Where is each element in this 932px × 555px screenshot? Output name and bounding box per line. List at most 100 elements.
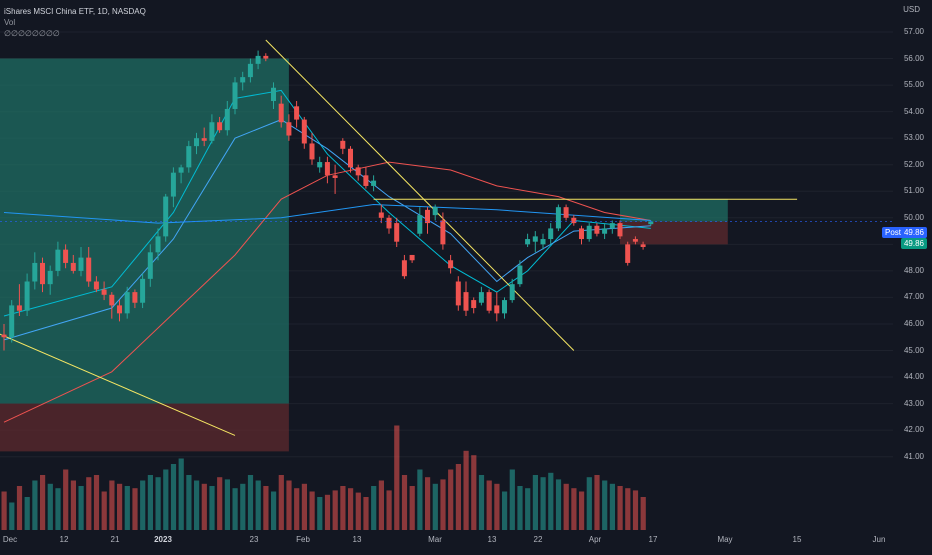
candle-body — [155, 236, 161, 253]
date-tick-label: 17 — [648, 535, 658, 544]
volume-bar — [448, 469, 454, 530]
volume-bar — [255, 480, 261, 530]
moving-average-long — [3, 203, 651, 224]
volume-bar — [9, 502, 15, 530]
candle-body — [455, 281, 461, 306]
candle-body — [425, 209, 430, 224]
volume-bar — [632, 490, 639, 530]
volume-bar — [332, 490, 338, 530]
volume-bar — [16, 486, 23, 530]
volume-bar — [109, 480, 115, 530]
candle-body — [117, 305, 122, 314]
volume-bar — [425, 477, 431, 530]
volume-bar — [24, 497, 30, 530]
volume-bar — [440, 479, 446, 530]
volume-bar — [232, 488, 238, 530]
volume-bar — [525, 488, 531, 530]
trendline — [0, 333, 236, 436]
candle-body — [55, 249, 61, 271]
volume-bar — [478, 475, 485, 530]
candle-body — [509, 284, 515, 301]
price-tick-label: 41.00 — [903, 451, 924, 461]
candle-body — [101, 289, 107, 295]
candle-body — [194, 138, 199, 147]
volume-bar — [278, 475, 284, 530]
short-position-zone — [620, 221, 728, 245]
candle-body — [70, 262, 76, 271]
volume-bar — [271, 491, 277, 530]
candle-body — [1, 334, 7, 338]
volume-values: ∅∅∅∅∅∅∅∅ — [4, 29, 60, 38]
volume-label[interactable]: Vol — [4, 18, 16, 27]
candle-body — [232, 82, 238, 109]
volume-bar — [463, 450, 469, 530]
price-tick-label: 57.00 — [903, 27, 924, 36]
volume-bar — [55, 488, 61, 530]
volume-bar — [201, 483, 207, 530]
volume-bar — [609, 483, 615, 530]
volume-bar — [147, 475, 153, 530]
candle-body — [355, 167, 361, 176]
volume-bar — [40, 475, 46, 530]
price-tick-label: 42.00 — [903, 425, 924, 435]
candle-body — [440, 220, 446, 245]
volume-bar — [340, 486, 346, 530]
candle-body — [648, 221, 654, 225]
candle-body — [271, 87, 276, 102]
symbol-title[interactable]: iShares MSCI China ETF, 1D, NASDAQ — [4, 7, 146, 16]
volume-bar — [625, 488, 631, 530]
volume-bar — [555, 479, 562, 530]
candle-body — [448, 260, 454, 269]
price-tick-label: 44.00 — [903, 372, 924, 382]
candle-body — [579, 228, 584, 240]
volume-bar — [563, 483, 569, 530]
candle-body — [617, 223, 623, 237]
date-tick-label: Feb — [296, 535, 310, 544]
volume-bar — [186, 475, 192, 530]
price-tick-label: 51.00 — [903, 186, 924, 196]
currency-label[interactable]: USD — [903, 5, 920, 14]
volume-bar — [363, 497, 369, 530]
volume-bar — [240, 483, 246, 530]
volume-bar — [432, 483, 438, 530]
candle-body — [378, 212, 384, 218]
candle-body — [609, 223, 615, 229]
volume-bar — [579, 491, 585, 530]
candle-body — [140, 278, 146, 303]
candle-body — [432, 207, 438, 216]
candle-body — [563, 207, 569, 218]
volume-bar — [301, 483, 307, 530]
volume-bar — [47, 483, 53, 530]
volume-bar — [509, 469, 515, 530]
volume-bar — [417, 469, 423, 530]
candle-body — [32, 262, 38, 282]
candle-body — [178, 167, 184, 173]
date-tick-label: Dec — [2, 535, 18, 544]
volume-bar — [486, 480, 492, 530]
volume-bar — [617, 486, 623, 530]
candle-body — [93, 281, 99, 290]
candle-body — [124, 292, 130, 314]
candle-body — [217, 122, 223, 131]
volume-bar — [409, 486, 415, 530]
volume-bar — [140, 480, 146, 530]
candle-body — [186, 146, 192, 168]
candle-body — [348, 148, 353, 168]
candle-body — [47, 270, 53, 285]
volume-bar — [32, 480, 38, 530]
date-tick-label: 2023 — [154, 535, 172, 544]
volume-bar — [170, 464, 177, 530]
candle-body — [86, 257, 92, 282]
chart-legend: iShares MSCI China ETF, 1D, NASDAQ Vol ∅… — [4, 6, 146, 39]
candle-body — [16, 305, 22, 311]
date-tick-label: May — [717, 535, 733, 544]
volume-bar — [471, 455, 477, 530]
short-position-zone — [0, 403, 289, 452]
candle-body — [417, 215, 423, 234]
volume-bar — [348, 488, 354, 530]
candle-body — [394, 223, 400, 242]
volume-bar — [117, 483, 123, 530]
candle-body — [640, 244, 646, 247]
